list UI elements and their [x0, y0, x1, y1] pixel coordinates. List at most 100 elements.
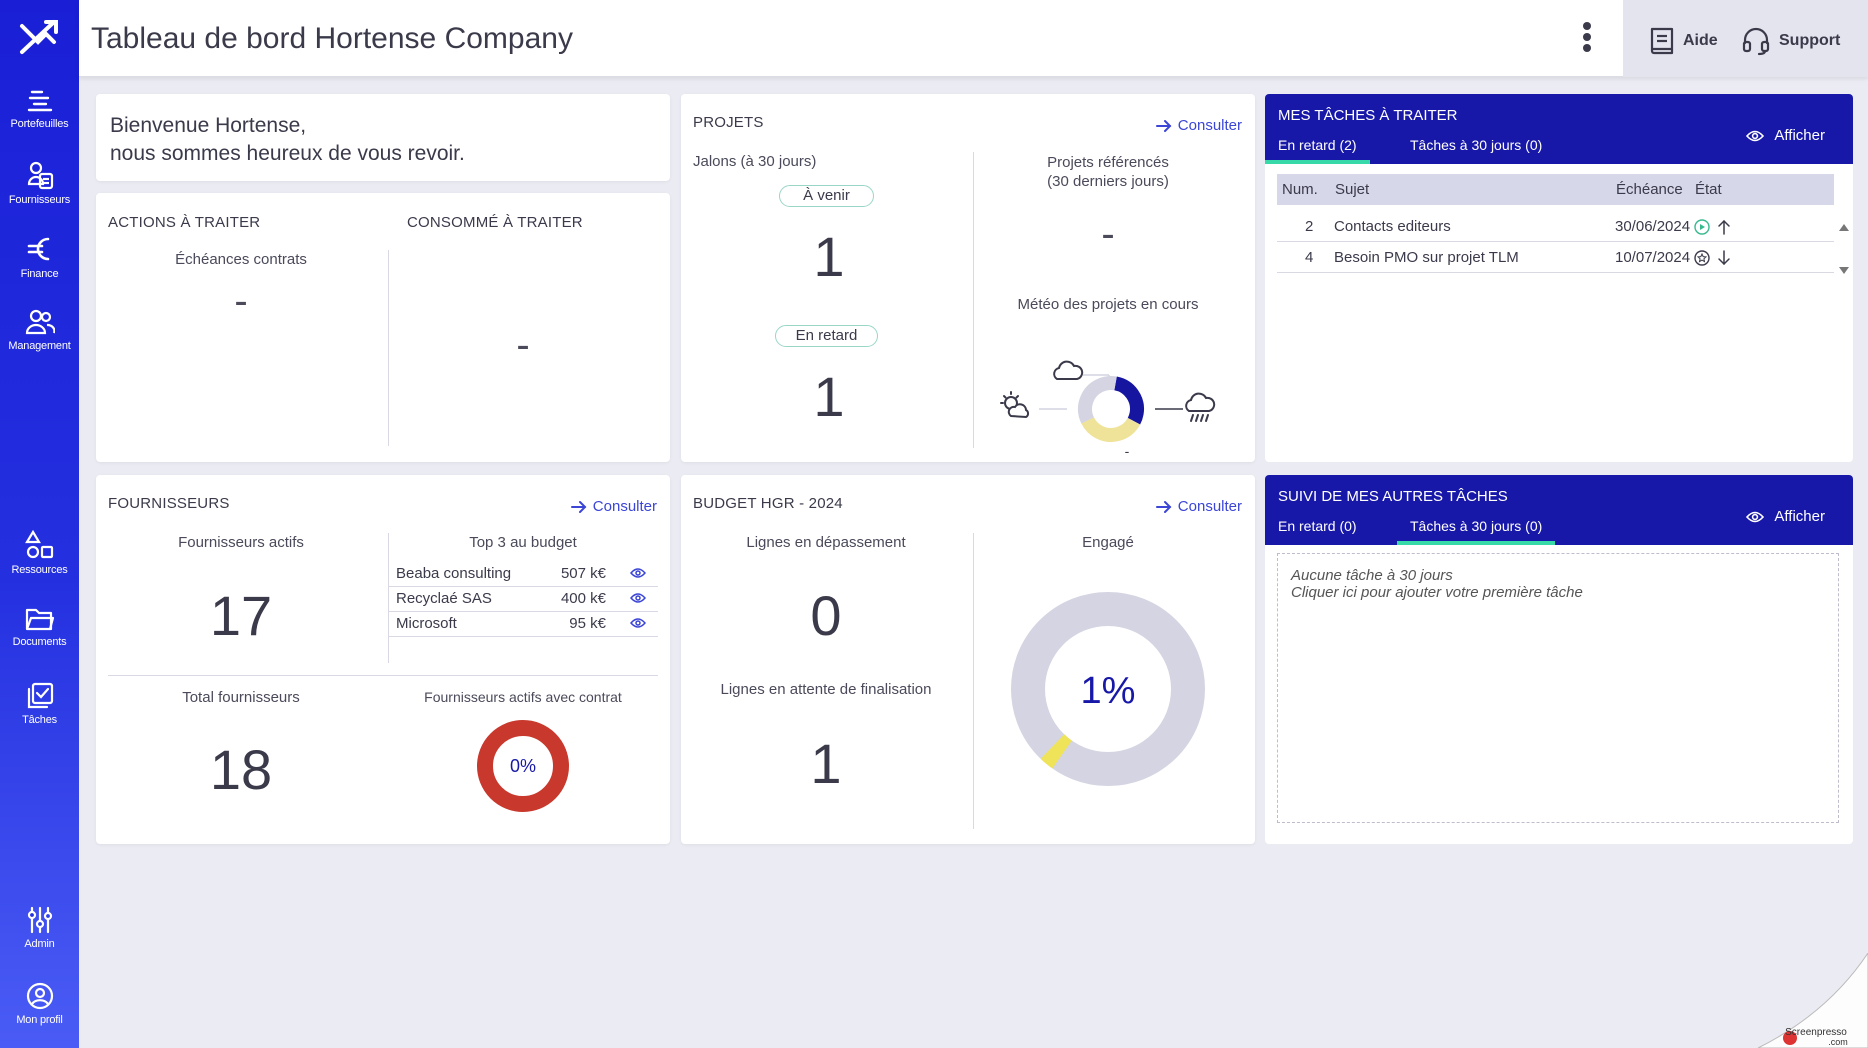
total-suppliers-value: 18	[209, 738, 273, 801]
budget-title: BUDGET HGR - 2024	[693, 495, 843, 512]
more-options-icon[interactable]	[1580, 22, 1594, 56]
active-suppliers-label: Fournisseurs actifs	[178, 534, 304, 551]
over-budget-value: 0	[810, 584, 842, 647]
arrow-up-icon[interactable]	[1717, 219, 1731, 235]
contracts-value: -	[234, 279, 248, 323]
referenced-label-2: (30 derniers jours)	[1047, 173, 1169, 190]
sidebar-item-documents[interactable]: Documents	[0, 606, 79, 648]
engaged-label: Engagé	[1082, 534, 1134, 551]
welcome-line-1: Bienvenue Hortense,	[110, 114, 307, 137]
supplier-name: Beaba consulting	[396, 565, 512, 582]
empty-message: Aucune tâche à 30 jours	[1291, 567, 1453, 584]
arrow-right-icon	[1155, 500, 1172, 513]
eye-icon	[1746, 511, 1765, 522]
sidebar-item-admin[interactable]: Admin	[0, 906, 79, 950]
arrow-down-icon[interactable]	[1717, 250, 1731, 266]
referenced-label: Projets référencés (30 derniers jours)	[981, 153, 1235, 191]
tab-30-days[interactable]: Tâches à 30 jours (0)	[1397, 518, 1556, 545]
tab-30-label: Tâches à 30 jours (0)	[1410, 518, 1543, 534]
star-status-icon[interactable]	[1694, 250, 1710, 266]
col-due[interactable]: Échéance	[1616, 181, 1683, 198]
eye-icon[interactable]	[630, 567, 646, 579]
pending-label: Lignes en attente de finalisation	[720, 681, 932, 698]
sidebar-item-management[interactable]: Management	[0, 308, 79, 352]
contract-ring	[477, 720, 569, 812]
watermark-text-2: .com	[1828, 1037, 1848, 1047]
sidebar-item-fournisseurs[interactable]: Fournisseurs	[0, 160, 79, 206]
sidebar-item-portefeuilles[interactable]: Portefeuilles	[0, 88, 79, 130]
supplier-value: 507 k€	[560, 565, 606, 582]
portfolio-icon	[27, 90, 52, 112]
help-zone: Aide Support	[1623, 0, 1868, 77]
divider	[388, 250, 389, 446]
consumed-value: -	[516, 323, 530, 367]
other-tasks-title: SUIVI DE MES AUTRES TÂCHES	[1278, 488, 1508, 505]
supplier-value: 95 k€	[569, 615, 606, 632]
eye-icon[interactable]	[630, 617, 646, 629]
table-row[interactable]: 4 Besoin PMO sur projet TLM 10/07/2024	[1277, 242, 1834, 273]
sidebar-item-finance[interactable]: Finance	[0, 234, 79, 280]
consult-label: Consulter	[1177, 498, 1242, 515]
sidebar-item-label: Fournisseurs	[8, 194, 71, 206]
add-first-task-area[interactable]: Aucune tâche à 30 jours Cliquer ici pour…	[1277, 553, 1839, 823]
show-button[interactable]: Afficher	[1746, 127, 1825, 144]
late-pill: En retard	[775, 325, 878, 347]
divider	[973, 533, 974, 829]
col-state[interactable]: État	[1695, 181, 1722, 198]
divider	[973, 152, 974, 448]
engaged-value: 1%	[1081, 670, 1136, 712]
headset-icon	[1742, 27, 1770, 56]
watermark-text: Screenpresso	[1785, 1027, 1847, 1038]
sliders-icon	[27, 906, 52, 934]
budget-consult-link[interactable]: Consulter	[1155, 498, 1242, 515]
other-tasks-header: SUIVI DE MES AUTRES TÂCHES En retard (0)…	[1265, 475, 1853, 545]
sidebar-item-label: Documents	[12, 636, 67, 648]
folder-icon	[25, 608, 54, 631]
row-num: 4	[1305, 249, 1314, 266]
divider	[388, 533, 389, 663]
sidebar-item-label: Admin	[24, 938, 55, 950]
suppliers-card: FOURNISSEURS Consulter Fournisseurs acti…	[96, 475, 670, 844]
list-item: Recyclaé SAS 400 k€	[388, 587, 658, 612]
play-status-icon[interactable]	[1694, 219, 1710, 235]
help-button[interactable]: Aide	[1649, 26, 1718, 56]
scroll-down-icon[interactable]	[1838, 266, 1850, 276]
scroll-up-icon[interactable]	[1838, 222, 1850, 232]
sidebar-item-ressources[interactable]: Ressources	[0, 530, 79, 576]
consumed-title: CONSOMMÉ À TRAITER	[407, 214, 583, 231]
sidebar-item-taches[interactable]: Tâches	[0, 682, 79, 726]
projects-consult-link[interactable]: Consulter	[1155, 117, 1242, 134]
table-row[interactable]: 2 Contacts editeurs 30/06/2024	[1277, 211, 1834, 242]
other-tasks-card: SUIVI DE MES AUTRES TÂCHES En retard (0)…	[1265, 475, 1853, 844]
app-logo[interactable]	[18, 18, 62, 58]
suppliers-consult-link[interactable]: Consulter	[570, 498, 657, 515]
list-item: Beaba consulting 507 k€	[388, 562, 658, 587]
active-suppliers-value: 17	[209, 584, 273, 647]
upcoming-pill: À venir	[779, 185, 874, 207]
sidebar-item-mon-profil[interactable]: Mon profil	[0, 982, 79, 1026]
with-contract-value: 0%	[510, 756, 536, 776]
eye-icon[interactable]	[630, 592, 646, 604]
consult-label: Consulter	[592, 498, 657, 515]
weather-slice-cloudy	[1078, 376, 1144, 442]
projects-title: PROJETS	[693, 114, 764, 131]
tasks-table-header: Num. Sujet Échéance État	[1277, 174, 1834, 205]
tab-late[interactable]: En retard (0)	[1265, 518, 1370, 545]
tab-30-days[interactable]: Tâches à 30 jours (0)	[1397, 137, 1555, 164]
show-label: Afficher	[1774, 508, 1825, 525]
show-button[interactable]: Afficher	[1746, 508, 1825, 525]
support-button[interactable]: Support	[1741, 26, 1840, 56]
arrow-right-icon	[1155, 119, 1172, 132]
add-task-hint: Cliquer ici pour ajouter votre première …	[1291, 584, 1583, 601]
arrow-right-icon	[570, 500, 587, 513]
col-num[interactable]: Num.	[1282, 181, 1318, 198]
tab-late[interactable]: En retard (2)	[1265, 137, 1370, 164]
suppliers-icon	[27, 161, 53, 190]
sidebar: Portefeuilles Fournisseurs Finance Manag…	[0, 0, 79, 1048]
actions-title: ACTIONS À TRAITER	[108, 214, 261, 231]
col-subject[interactable]: Sujet	[1335, 181, 1370, 198]
show-label: Afficher	[1774, 127, 1825, 144]
rain-cloud-icon	[1185, 392, 1216, 422]
total-suppliers-label: Total fournisseurs	[182, 689, 300, 706]
referenced-label-1: Projets référencés	[1047, 154, 1169, 171]
